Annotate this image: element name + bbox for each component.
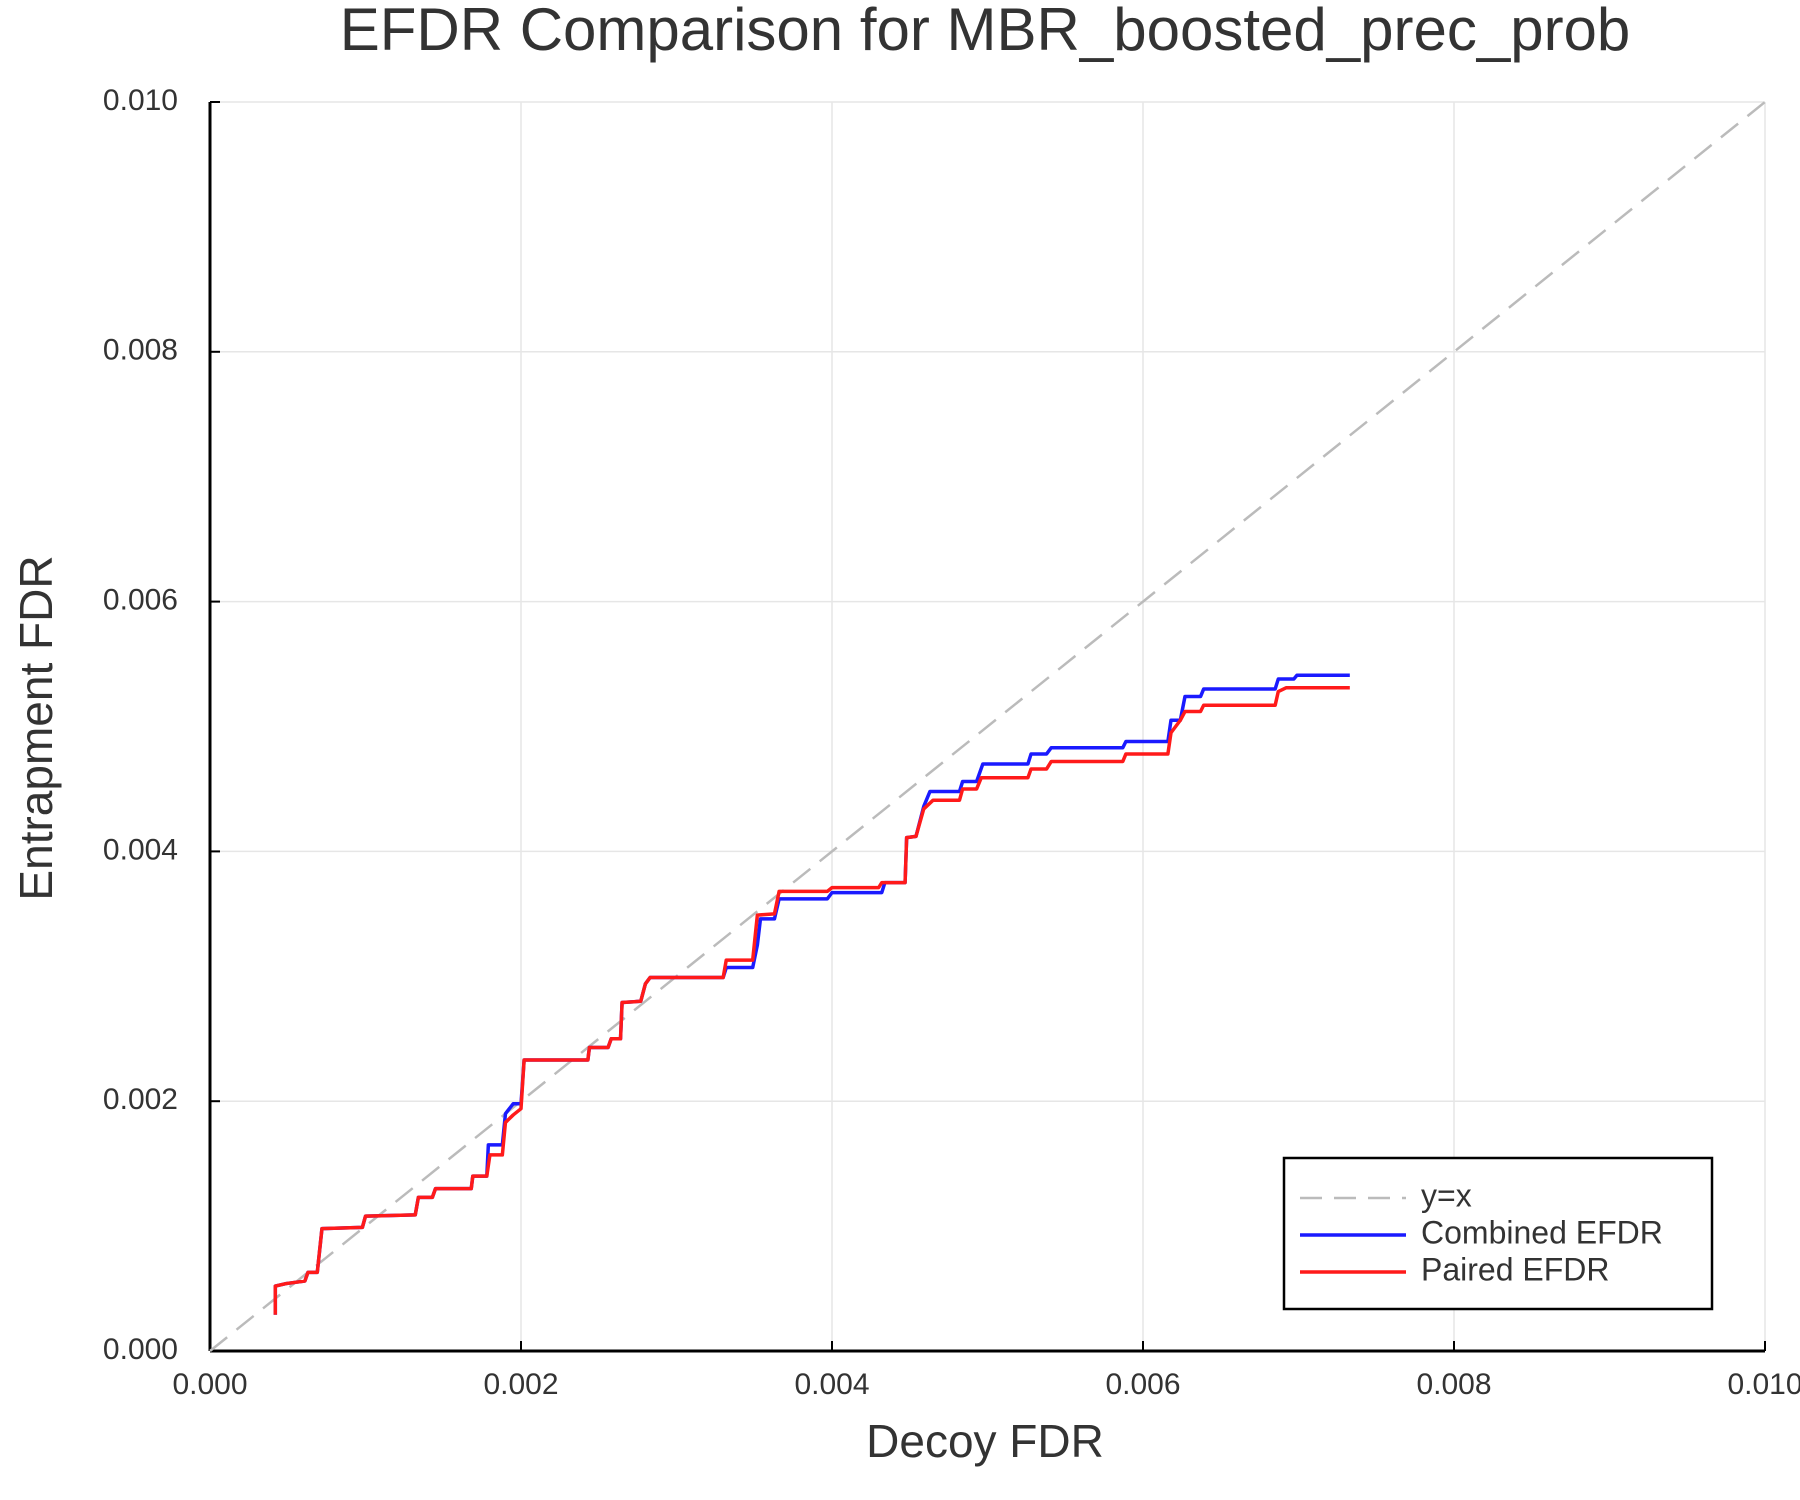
x-tick-label: 0.006: [1105, 1368, 1180, 1401]
series-line: [273, 686, 1350, 1315]
x-tick-label: 0.002: [483, 1368, 558, 1401]
legend-label: Paired EFDR: [1421, 1251, 1610, 1287]
legend-label: Combined EFDR: [1421, 1214, 1663, 1250]
chart-title: EFDR Comparison for MBR_boosted_prec_pro…: [340, 0, 1631, 63]
x-tick-label: 0.008: [1416, 1368, 1491, 1401]
y-tick-label: 0.004: [103, 833, 178, 866]
y-tick-label: 0.010: [103, 84, 178, 117]
y-tick-label: 0.008: [103, 334, 178, 367]
legend-label: y=x: [1421, 1177, 1472, 1213]
y-tick-label: 0.006: [103, 584, 178, 617]
x-tick-label: 0.004: [794, 1368, 869, 1401]
y-axis-label: Entrapment FDR: [10, 555, 62, 900]
x-tick-label: 0.000: [172, 1368, 247, 1401]
series-line: [209, 101, 1766, 1352]
x-tick-label: 0.010: [1727, 1368, 1800, 1401]
series-line: [273, 673, 1350, 1315]
y-tick-label: 0.000: [103, 1333, 178, 1366]
x-axis-label: Decoy FDR: [866, 1415, 1104, 1467]
y-tick-label: 0.002: [103, 1083, 178, 1116]
